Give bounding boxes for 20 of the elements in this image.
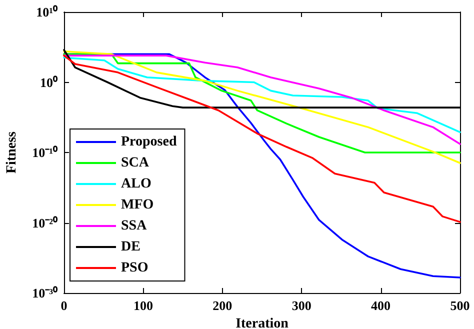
y-tick-label: 10¹⁰ (36, 4, 58, 20)
y-tick-label: 10⁻³⁰ (32, 286, 58, 300)
legend-label: SCA (121, 156, 150, 170)
y-tick-label: 10⁰ (40, 74, 58, 90)
legend-label: DE (121, 240, 140, 254)
legend-label: PSO (121, 260, 148, 276)
legend-label: MFO (121, 198, 154, 212)
x-tick-label: 300 (292, 298, 312, 313)
x-tick-label: 500 (450, 298, 470, 313)
x-tick-label: 0 (60, 298, 68, 313)
legend-label: ALO (121, 176, 152, 192)
x-tick-label: 100 (133, 298, 153, 313)
y-tick-label: 10⁻¹⁰ (32, 145, 58, 160)
x-tick-label: 400 (371, 298, 391, 313)
x-tick-label: 200 (212, 298, 232, 313)
x-axis-title: Iteration (236, 316, 289, 329)
y-tick-label: 10⁻²⁰ (32, 215, 58, 230)
legend-label: Proposed (121, 134, 177, 150)
y-axis-title: Fitness (4, 130, 20, 174)
legend-label: SSA (121, 218, 148, 234)
